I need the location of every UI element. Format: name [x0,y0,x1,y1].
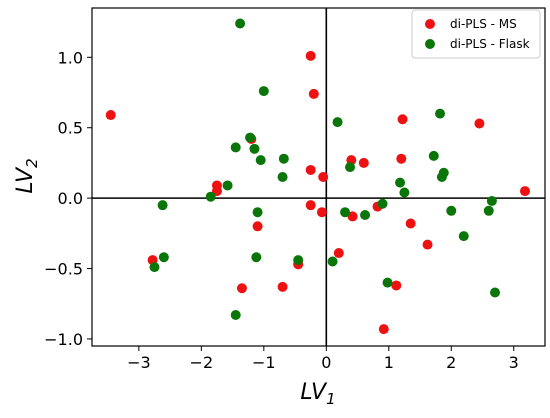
data-point [305,164,316,175]
data-point [157,200,168,211]
y-axis-title-main: LV [13,166,38,194]
legend-box [411,9,541,59]
data-point [308,88,319,99]
data-point [395,177,406,188]
x-tick-label: −3 [127,353,151,372]
y-axis-title: LV2 [13,158,41,193]
data-point [249,143,260,154]
data-point [293,255,304,266]
data-point [305,50,316,61]
data-point [435,108,446,119]
data-point [490,287,501,298]
x-tick-label: 1 [384,353,394,372]
data-point [327,256,338,267]
y-tick-label: 0.0 [58,189,83,208]
data-point [474,118,485,129]
x-tick-label: 0 [321,353,331,372]
data-point [277,172,288,182]
data-point [345,162,356,173]
data-point [236,283,247,294]
data-point [377,198,388,209]
legend-marker-ms [425,19,435,29]
y-tick-label: −0.5 [44,260,83,279]
data-point [347,211,358,222]
y-axis-ticks: −1.0 −0.5 0.0 0.5 1.0 [44,48,92,349]
data-point [382,277,393,288]
data-point [397,114,408,125]
y-tick-label: 1.0 [58,48,83,67]
y-tick-label: 0.5 [58,119,83,138]
y-tick-label: −1.0 [44,330,83,349]
y-axis-title-subscript: 2 [23,158,41,168]
data-point [520,186,531,197]
series-flask [149,18,501,321]
data-points [105,18,531,335]
data-point [230,142,241,153]
data-point [483,205,494,216]
data-point [316,207,327,218]
data-point [438,167,449,178]
data-point [252,221,263,232]
x-tick-label: −2 [190,353,214,372]
data-point [378,324,389,335]
data-point [340,207,351,218]
data-point [205,191,216,202]
data-point [458,231,469,242]
x-axis-ticks: −3 −2 −1 0 1 2 3 [127,346,519,372]
data-point [360,210,371,221]
data-point [318,172,329,182]
data-point [278,153,289,164]
x-axis-title-main: LV [300,380,328,405]
data-point [332,117,343,128]
x-tick-label: −1 [252,353,276,372]
data-point [235,18,246,29]
series-ms [105,50,531,335]
legend-label-flask: di-PLS - Flask [450,37,530,51]
data-point [391,280,402,291]
data-point [251,252,262,263]
plot-frame [91,7,546,347]
data-point [252,207,263,218]
data-point [277,281,288,292]
data-point [405,218,416,229]
data-point [399,187,410,198]
legend: di-PLS - MS di-PLS - Flask [411,9,541,59]
data-point [446,205,457,216]
data-point [258,86,269,97]
data-point [422,239,433,250]
data-point [428,150,439,161]
data-point [255,155,266,166]
data-point [222,180,233,191]
data-point [105,110,116,121]
x-axis-title-subscript: 1 [326,390,336,408]
data-point [158,252,169,263]
data-point [333,248,344,259]
data-point [305,200,316,211]
data-point [149,262,160,273]
legend-label-ms: di-PLS - MS [450,17,517,31]
data-point [358,157,369,168]
x-tick-label: 3 [509,353,519,372]
x-axis-title: LV1 [300,380,335,408]
legend-marker-flask [425,39,435,49]
data-point [396,153,407,164]
data-point [245,132,256,143]
data-point [230,310,241,321]
data-point [486,195,497,206]
x-tick-label: 2 [446,353,456,372]
